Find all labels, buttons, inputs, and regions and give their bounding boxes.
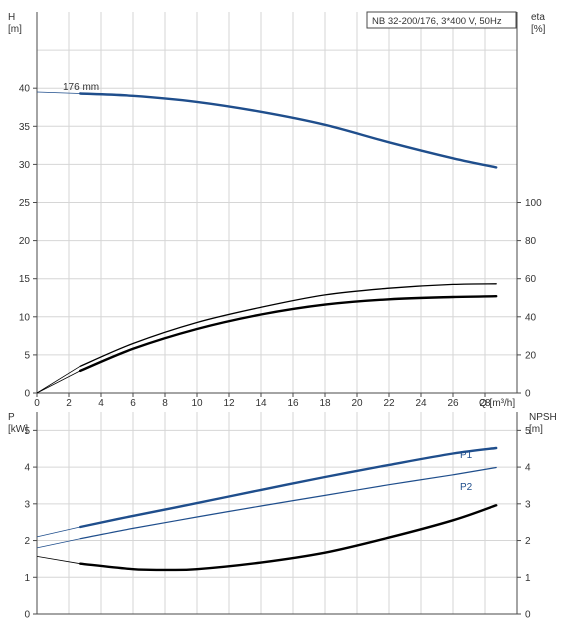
head-tick-label: 0 <box>24 389 30 400</box>
x-tick-label: 24 <box>415 398 427 409</box>
top-series-2-extension <box>36 370 81 394</box>
left-axis-label-line1: H <box>8 12 15 23</box>
power-tick-label: 2 <box>24 536 30 547</box>
x-tick-label: 10 <box>191 398 203 409</box>
head-tick-label: 20 <box>19 236 31 247</box>
efficiency-tick-label: 20 <box>525 350 537 361</box>
top-right-ticks: 0 20 40 60 80 100 <box>517 198 542 400</box>
npsh-tick-label: 1 <box>525 573 531 584</box>
x-tick-label: 28 <box>479 398 491 409</box>
power-tick-label: 4 <box>24 463 30 474</box>
head-tick-label: 5 <box>24 350 30 361</box>
head-tick-label: 25 <box>19 198 31 209</box>
efficiency-tick-label: 0 <box>525 389 531 400</box>
bottom-grid <box>36 412 518 615</box>
chart-title: NB 32-200/176, 3*400 V, 50Hz <box>372 16 502 27</box>
power-axis-label-line1: P <box>8 412 15 423</box>
npsh-tick-label: 3 <box>525 499 531 510</box>
bottom-series <box>36 446 498 572</box>
head-tick-label: 15 <box>19 274 31 285</box>
chart-title-box <box>366 11 517 29</box>
left-axis-label-line2: [m] <box>8 24 22 35</box>
x-tick-label: 14 <box>255 398 267 409</box>
bottom-series-2-extension <box>36 555 81 565</box>
power-tick-label: 0 <box>24 610 30 621</box>
top-grid <box>36 12 518 394</box>
top-series <box>36 91 498 394</box>
power-tick-label: 1 <box>24 573 30 584</box>
top-series-2-line <box>79 295 498 373</box>
bottom-series-0-line <box>79 446 498 529</box>
efficiency-tick-label: 80 <box>525 236 537 247</box>
x-tick-label: 8 <box>162 398 168 409</box>
top-series-1-line <box>79 283 497 367</box>
bottom-left-ticks: 0 1 2 3 4 5 <box>24 426 37 621</box>
x-tick-label: 0 <box>34 398 40 409</box>
npsh-tick-label: 5 <box>525 426 531 437</box>
top-series-0-extension <box>36 91 81 94</box>
x-tick-label: 26 <box>447 398 459 409</box>
top-series-1-extension <box>36 365 81 394</box>
series-label-p1: P1 <box>460 450 473 461</box>
x-tick-label: 20 <box>351 398 363 409</box>
bottom-series-1-line <box>79 466 497 540</box>
power-npsh-panel: 0 1 2 3 4 5 0 1 2 3 4 5 P [kW] NPSH [m] P1 P2 <box>8 412 557 621</box>
x-axis-label: Q [m³/h] <box>479 398 515 409</box>
bottom-series-1-extension <box>36 538 81 549</box>
head-tick-label: 10 <box>19 312 31 323</box>
bottom-right-ticks: 0 1 2 3 4 5 <box>517 426 531 621</box>
x-tick-label: 4 <box>98 398 104 409</box>
npsh-tick-label: 4 <box>525 463 531 474</box>
power-tick-label: 5 <box>24 426 30 437</box>
head-efficiency-panel: 0 2 4 6 8 10 12 14 16 18 20 22 24 26 28 05101520253035… <box>8 11 546 409</box>
right-axis-label-line1: eta <box>531 12 545 23</box>
power-axis-label-line2: [kW] <box>8 424 28 435</box>
right-axis-label-line2: [%] <box>531 24 546 35</box>
x-tick-label: 12 <box>223 398 235 409</box>
npsh-axis-label-line2: [m] <box>529 424 543 435</box>
npsh-tick-label: 2 <box>525 536 531 547</box>
efficiency-tick-label: 40 <box>525 312 537 323</box>
impeller-annotation: 176 mm <box>63 82 99 93</box>
bottom-series-2-line <box>79 504 498 572</box>
head-tick-label: 40 <box>19 84 31 95</box>
efficiency-tick-label: 60 <box>525 274 537 285</box>
x-tick-label: 2 <box>66 398 72 409</box>
x-tick-label: 16 <box>287 398 299 409</box>
npsh-tick-label: 0 <box>525 610 531 621</box>
x-tick-label: 6 <box>130 398 136 409</box>
x-tick-label: 18 <box>319 398 331 409</box>
npsh-axis-label-line1: NPSH <box>529 412 557 423</box>
power-tick-label: 3 <box>24 499 30 510</box>
head-tick-label: 30 <box>19 160 31 171</box>
head-tick-label: 35 <box>19 122 31 133</box>
series-label-p2: P2 <box>460 482 473 493</box>
efficiency-tick-label: 100 <box>525 198 542 209</box>
top-x-ticks: 0 2 4 6 8 10 12 14 16 18 20 22 24 26 28 <box>34 393 491 409</box>
x-tick-label: 22 <box>383 398 395 409</box>
top-series-0-line <box>79 92 498 169</box>
bottom-series-0-extension <box>36 526 81 538</box>
top-left-ticks: 0 5 10 15 20 25 30 35 40 <box>19 84 37 400</box>
